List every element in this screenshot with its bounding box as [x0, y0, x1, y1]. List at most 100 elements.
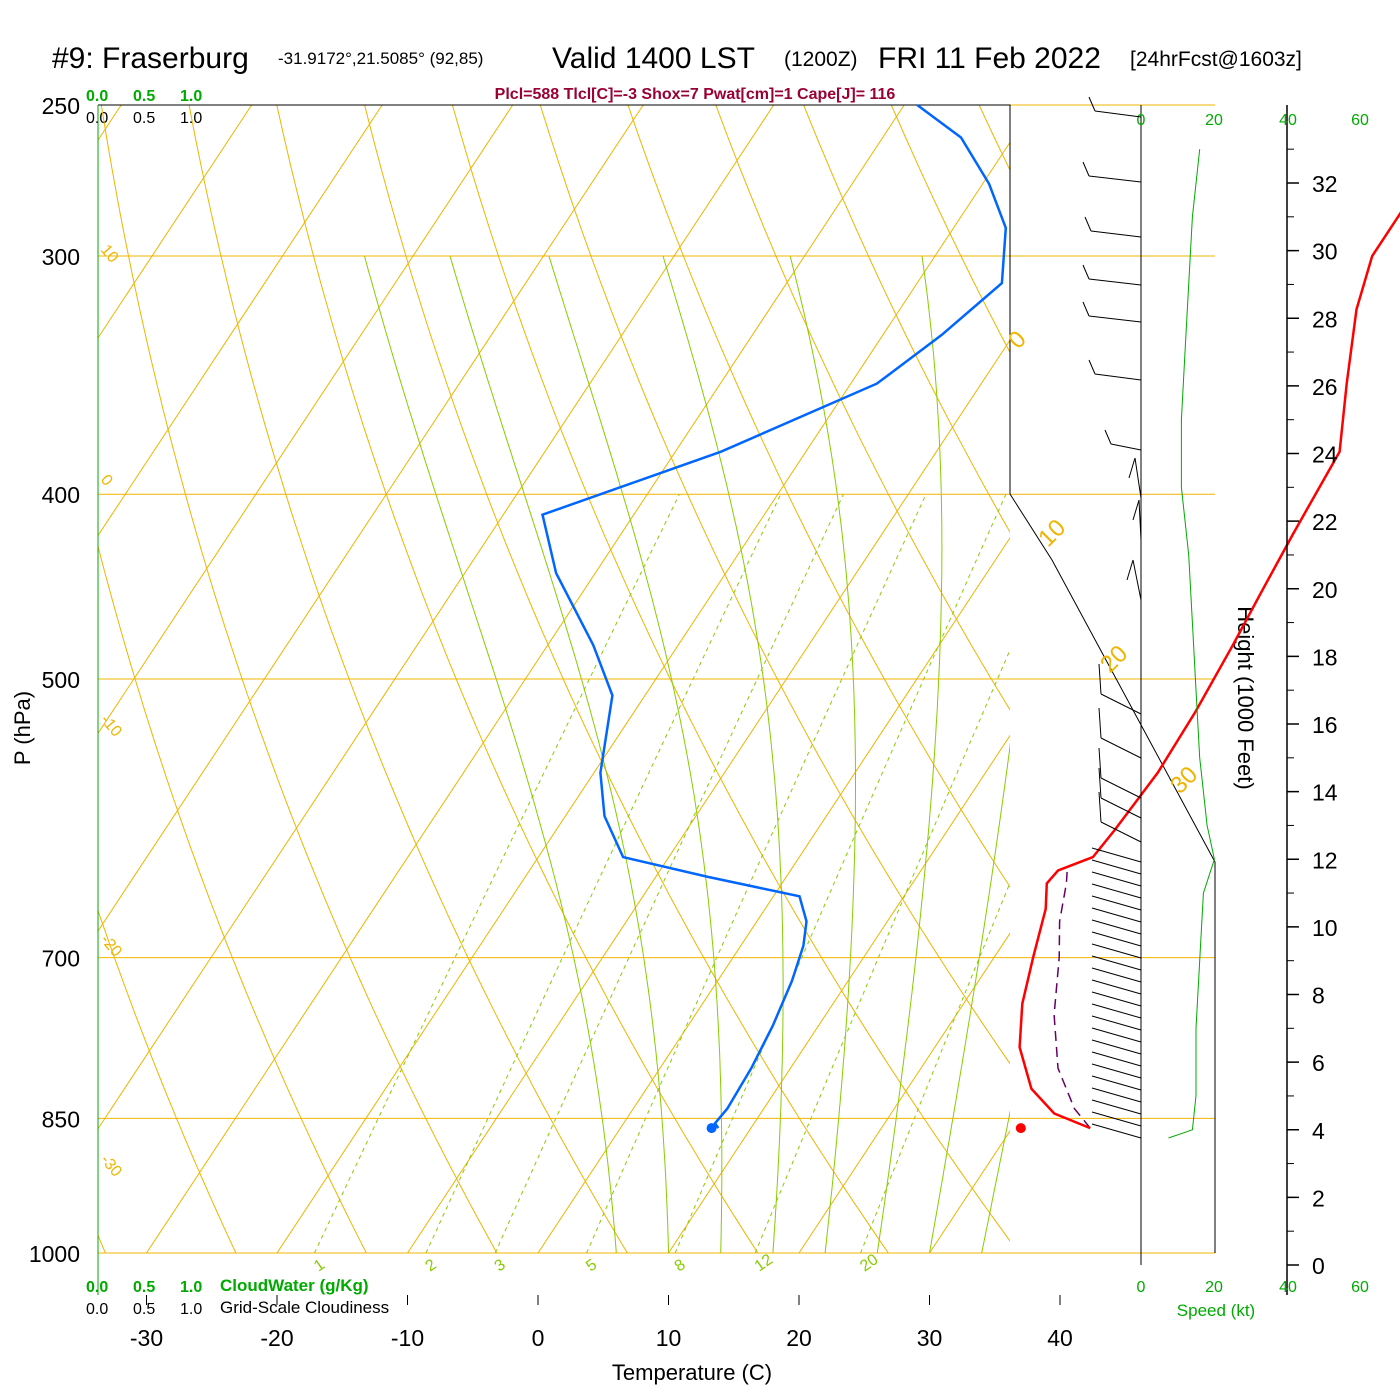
wind-barb: [1134, 457, 1142, 499]
surface-dewpoint-marker: [706, 1123, 717, 1134]
x-tick-label: 10: [656, 1325, 682, 1351]
wind-barb: [1091, 991, 1142, 1007]
forecast-info: [24hrFcst@1603z]: [1130, 48, 1302, 71]
wind-barb: [1100, 737, 1142, 759]
wind-barb-flag: [1126, 559, 1134, 581]
cloud-tick: 0.0: [86, 1279, 108, 1296]
cloudiness-label: Grid-Scale Cloudiness: [220, 1298, 389, 1317]
cloud-tick: 0.0: [86, 88, 108, 105]
moist-adiabat: [548, 255, 723, 1253]
wind-barb: [1091, 931, 1142, 947]
wind-barb-flag: [1132, 499, 1140, 521]
isotherm-label: -10: [97, 712, 125, 741]
wind-barb: [1091, 871, 1142, 887]
height-tick-label: 2: [1312, 1185, 1325, 1211]
speed-tick-bottom: 60: [1351, 1279, 1369, 1296]
dry-adiabat: [276, 105, 759, 1253]
wind-barb: [1091, 943, 1142, 959]
wind-barb-flag: [1098, 791, 1102, 823]
dry-adiabat: [98, 544, 367, 1253]
wind-barb: [1091, 907, 1142, 923]
wind-barb: [1091, 979, 1142, 995]
isotherm-label-right: 10: [1033, 514, 1071, 552]
height-tick-label: 20: [1312, 577, 1338, 603]
wind-barb: [1091, 1015, 1142, 1031]
x-tick-label: -20: [260, 1325, 293, 1351]
height-tick-label: 24: [1312, 442, 1338, 468]
pressure-tick-label: 400: [42, 482, 80, 508]
moist-adiabat: [449, 255, 669, 1253]
wind-barb: [1091, 1099, 1142, 1115]
cloud-tick: 0.5: [133, 1279, 155, 1296]
dry-adiabat: [188, 105, 628, 1253]
speed-tick-top: 20: [1205, 112, 1223, 129]
x-axis-title: Temperature (C): [612, 1360, 772, 1385]
height-tick-label: 4: [1312, 1118, 1325, 1144]
wind-barb: [1088, 315, 1142, 323]
isotherm-label: -20: [97, 932, 125, 961]
axis-ticks: -30 -20 -10 0 10 20 30 402503004005007008501000…: [29, 93, 1338, 1351]
wind-barb: [1091, 895, 1142, 911]
mixing-ratio-line: [586, 493, 927, 1253]
height-axis-title: Height (1000 Feet): [1233, 606, 1258, 789]
temperature-line: [1018, 211, 1400, 1130]
isotherm-label-right: 30: [1165, 761, 1203, 799]
dewpoint-line: [541, 103, 1008, 1129]
mixing-ratio-line: [754, 648, 1010, 1253]
wind-barb: [1100, 821, 1142, 843]
pressure-tick-label: 250: [42, 93, 80, 119]
height-tick-label: 6: [1312, 1050, 1325, 1076]
wind-barb: [1110, 443, 1142, 451]
moist-adiabat: [981, 1110, 1010, 1253]
mixing-ratio-label: 12: [752, 1251, 776, 1275]
valid-time: Valid 1400 LST: [552, 42, 755, 75]
wind-barb: [1091, 1063, 1142, 1079]
wind-barb: [1091, 1051, 1142, 1067]
wind-barb: [1091, 1123, 1142, 1139]
height-tick-label: 30: [1312, 239, 1338, 265]
wind-barb: [1094, 373, 1142, 381]
wind-barb-flag: [1104, 429, 1112, 445]
wind-barb-flag: [1088, 96, 1096, 112]
wind-barb-flag: [1088, 359, 1096, 375]
isotherm: [668, 734, 1010, 1253]
pressure-tick-label: 1000: [29, 1241, 80, 1267]
moist-adiabat: [662, 255, 784, 1253]
wind-barb: [1091, 1039, 1142, 1055]
station-coords: -31.9172°,21.5085° (92,85): [278, 49, 483, 68]
speed-tick-top: 0: [1137, 112, 1146, 129]
cloud-tick: 0.0: [86, 110, 108, 127]
isotherm-label-right: 0: [1003, 326, 1032, 355]
wind-barb: [1091, 1003, 1142, 1019]
wind-barb-flag: [1098, 663, 1102, 695]
height-tick-label: 26: [1312, 374, 1338, 400]
mixing-ratio-line: [425, 493, 782, 1253]
isotherm: [1191, 105, 1400, 1253]
mixing-ratio-label: 20: [857, 1251, 881, 1275]
dry-adiabat: [98, 909, 237, 1253]
height-tick-label: 8: [1312, 983, 1325, 1009]
wind-barb: [1094, 110, 1142, 118]
mixing-ratio-label: 3: [492, 1256, 509, 1275]
moist-adiabat: [789, 255, 856, 1253]
wind-barb: [1100, 777, 1142, 799]
wind-barb-flag: [1098, 707, 1102, 739]
wind-barb-flag: [1098, 767, 1102, 799]
x-tick-label: 0: [532, 1325, 545, 1351]
wind-barb: [1088, 175, 1142, 183]
speed-axis-title: Speed (kt): [1177, 1301, 1255, 1320]
wind-barb: [1091, 1027, 1142, 1043]
height-tick-label: 16: [1312, 712, 1338, 738]
stability-indices: Plcl=588 Tlcl[C]=-3 Shox=7 Pwat[cm]=1 Ca…: [495, 86, 896, 103]
cloud-tick: 0.5: [133, 1301, 155, 1318]
isotherm-label-right: 20: [1095, 640, 1133, 678]
isotherm-label: 10: [97, 242, 122, 267]
wind-panel: 0 20 40 600 20 40 60: [1082, 96, 1369, 1296]
x-tick-label: -10: [391, 1325, 424, 1351]
wind-barb: [1091, 1087, 1142, 1103]
isotherm-label: -30: [97, 1152, 125, 1181]
wind-barb-flag: [1082, 301, 1090, 317]
wind-speed-profile: [1168, 149, 1215, 1139]
